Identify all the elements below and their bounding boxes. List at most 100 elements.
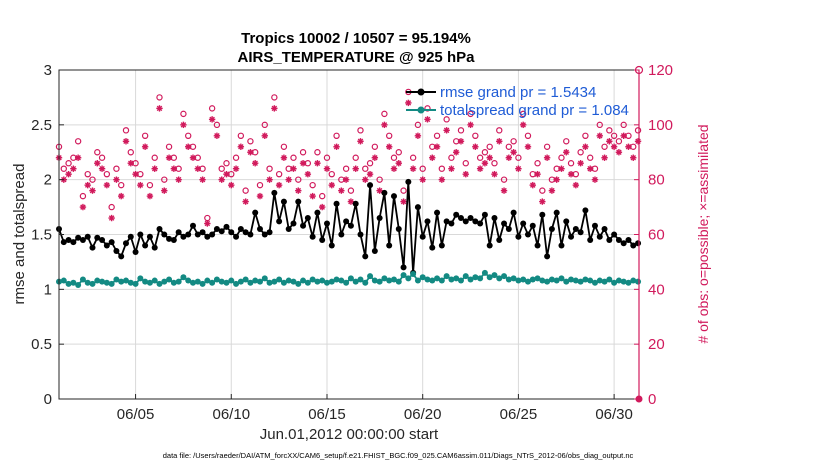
rmse-point [443,218,450,225]
rmse-point [218,228,225,235]
obs-assimilated-point [228,181,235,189]
obs-assimilated-point [223,170,230,178]
obs-possible-point [543,143,551,150]
obs-possible-point [180,110,187,118]
totalspread-point [233,280,240,287]
totalspread-point [280,279,287,286]
obs-assimilated-point [505,154,513,161]
obs-assimilated-point [414,132,422,139]
totalspread-point [118,278,125,285]
obs-assimilated-point [524,143,532,150]
obs-assimilated-point [132,170,139,178]
rmse-point [467,215,474,222]
rmse-point [572,226,579,233]
rmse-point [75,234,82,241]
obs-possible-point [400,187,407,194]
totalspread-point [228,277,235,284]
star-stroke [419,176,426,183]
rmse-point [252,209,259,216]
obs-assimilated-point [189,154,197,161]
rmse-point [94,234,101,241]
star-stroke [582,144,589,150]
star-stroke [223,171,230,177]
obs-assimilated-point [314,160,321,167]
obs-assimilated-point [481,160,489,167]
obs-possible-point [232,154,240,161]
rmse-point [568,233,575,240]
totalspread-point [276,276,283,283]
totalspread-point [242,276,249,283]
totalspread-point [108,280,115,287]
rmse-point [477,220,484,227]
obs-assimilated-point [438,176,446,183]
obs-assimilated-point [357,138,364,145]
obs-assimilated-point [161,187,168,194]
totalspread-point [65,280,72,287]
star-stroke [252,160,258,166]
star-stroke [525,144,531,150]
rmse-point [280,198,287,205]
totalspread-point [204,277,211,284]
obs-possible-point [256,181,264,189]
totalspread-point [501,273,508,280]
rmse-point [371,247,378,254]
totalspread-point [261,275,268,282]
y-right-tick-label: 100 [648,117,673,134]
star-stroke [611,144,617,150]
obs-possible-point [98,154,106,161]
chart-subtitle: AIRS_TEMPERATURE @ 925 hPa [238,49,476,66]
obs-possible-point [462,160,469,167]
totalspread-point [218,278,225,285]
star-stroke [238,144,244,150]
obs-possible-point [185,132,192,139]
totalspread-point [553,277,560,284]
obs-assimilated-point [529,181,536,189]
obs-assimilated-point [591,176,599,183]
obs-assimilated-point [79,203,87,211]
obs-assimilated-point [319,203,326,211]
star-stroke [142,144,148,150]
totalspread-point [462,273,469,280]
star-stroke [558,165,565,172]
obs-assimilated-point [194,165,201,172]
star-stroke [300,160,306,166]
star-stroke [257,193,263,199]
obs-assimilated-point [218,176,225,183]
obs-possible-point [491,160,498,167]
totalspread-point [410,270,417,277]
rmse-point [434,209,441,216]
obs-assimilated-point [496,138,503,145]
star-stroke [501,187,507,194]
obs-assimilated-point [596,132,603,139]
obs-possible-point [223,160,230,167]
totalspread-point [304,279,311,286]
totalspread-point [266,279,273,286]
star-stroke [434,144,440,150]
obs-possible-point [165,143,173,150]
star-stroke [386,144,392,150]
obs-assimilated-point [424,116,431,123]
obs-assimilated-point [199,176,206,183]
star-stroke [80,204,86,210]
star-stroke [381,122,388,128]
y-right-tick-label: 120 [648,62,673,79]
rmse-point [630,242,637,249]
right-axis-top-marker [634,65,644,75]
totalspread-point [424,276,431,283]
totalspread-point [596,277,603,284]
obs-possible-point [347,187,355,194]
obs-assimilated-point [429,154,436,161]
y-tick-label: 3 [44,62,52,79]
totalspread-point [347,275,354,282]
obs-possible-point [519,110,527,118]
rmse-point [108,239,115,246]
obs-assimilated-point [376,187,383,194]
totalspread-point [237,278,244,285]
data-file-footnote: data file: /Users/raeder/DAI/ATM_forcXX/… [163,451,634,460]
star-stroke [520,122,526,128]
obs-possible-point [103,170,111,178]
star-stroke [228,182,235,188]
rmse-point [223,223,230,230]
obs-assimilated-point [452,149,460,156]
obs-assimilated-point [280,154,288,161]
